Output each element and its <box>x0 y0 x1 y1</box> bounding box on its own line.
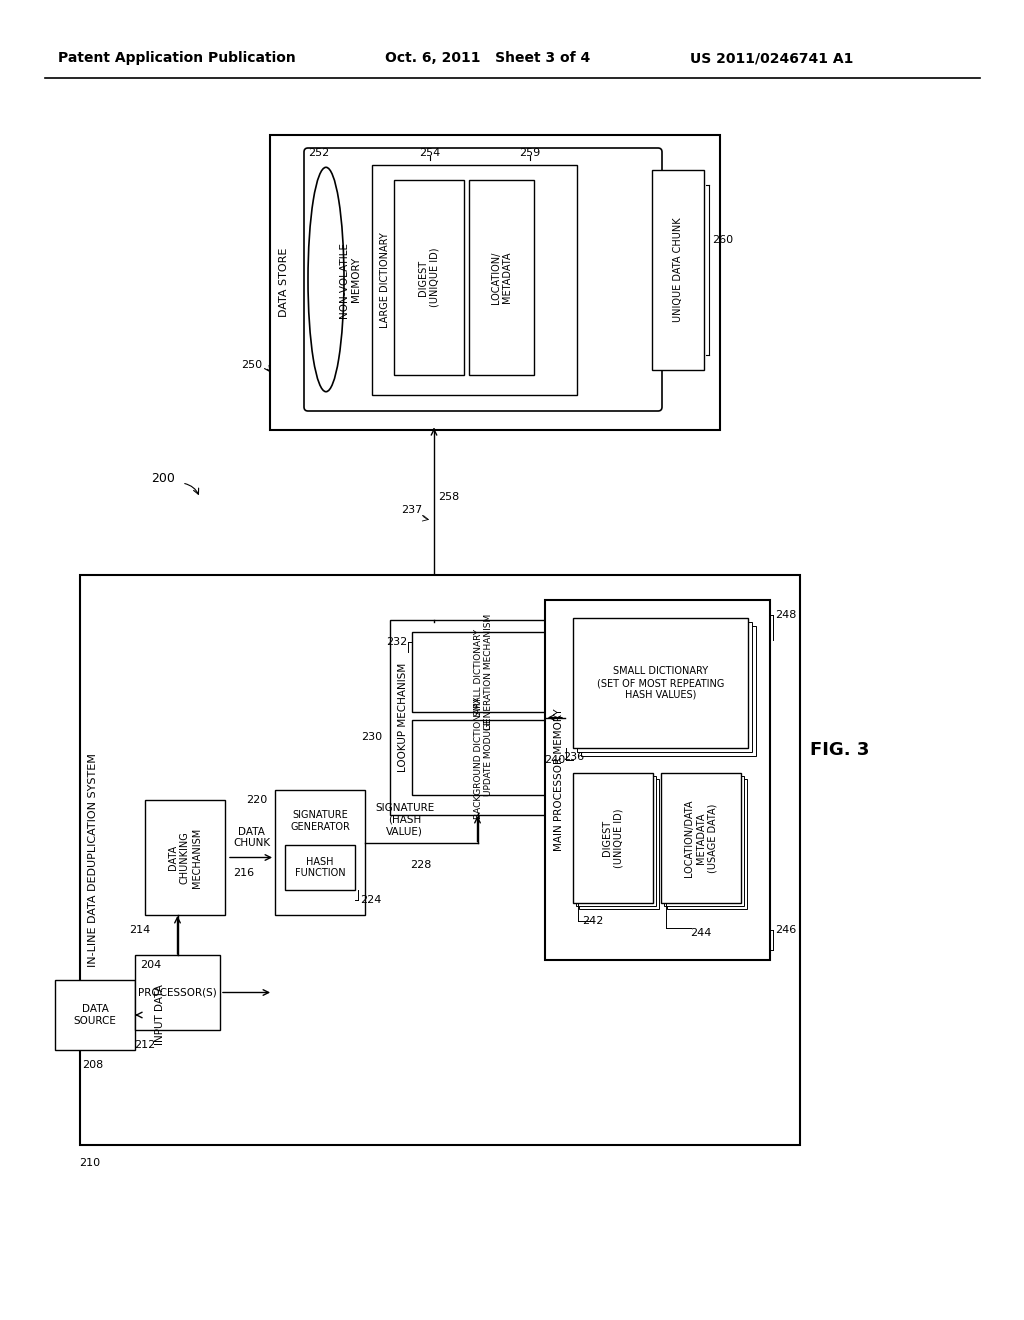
Text: PROCESSOR(S): PROCESSOR(S) <box>138 987 217 998</box>
Text: 252: 252 <box>308 148 330 158</box>
Text: US 2011/0246741 A1: US 2011/0246741 A1 <box>690 51 853 65</box>
Text: 220: 220 <box>246 795 267 805</box>
Bar <box>545 601 770 960</box>
Text: DATA
CHUNKING
MECHANISM: DATA CHUNKING MECHANISM <box>168 828 202 887</box>
Text: 248: 248 <box>775 610 797 620</box>
Bar <box>469 180 534 375</box>
Text: 254: 254 <box>420 148 440 158</box>
Text: 244: 244 <box>690 928 712 939</box>
Text: SMALL DICTIONARY
(SET OF MOST REPEATING
HASH VALUES): SMALL DICTIONARY (SET OF MOST REPEATING … <box>597 667 724 700</box>
Text: 246: 246 <box>775 925 797 935</box>
Bar <box>573 774 653 903</box>
Text: UNIQUE DATA CHUNK: UNIQUE DATA CHUNK <box>673 218 683 322</box>
Text: LOCATION/
METADATA: LOCATION/ METADATA <box>490 251 512 304</box>
Bar <box>667 779 746 909</box>
Bar <box>270 135 720 430</box>
Bar <box>145 800 225 915</box>
Bar <box>664 776 744 906</box>
Text: SIGNATURE
GENERATOR: SIGNATURE GENERATOR <box>290 810 350 832</box>
Text: 210: 210 <box>80 1158 100 1168</box>
Text: SMALL DICTIONARY
GENERATION MECHANISM: SMALL DICTIONARY GENERATION MECHANISM <box>474 614 494 730</box>
Text: 216: 216 <box>233 867 254 878</box>
Text: NON-VOLATILE
MEMORY: NON-VOLATILE MEMORY <box>339 242 360 318</box>
Text: 224: 224 <box>360 895 381 906</box>
Text: 237: 237 <box>400 506 422 515</box>
Text: INPUT DATA: INPUT DATA <box>155 985 165 1045</box>
Text: DIGEST
(UNIQUE ID): DIGEST (UNIQUE ID) <box>418 248 439 308</box>
Bar <box>577 622 752 752</box>
Text: 208: 208 <box>82 1060 103 1071</box>
Bar <box>579 779 659 909</box>
Text: 242: 242 <box>583 916 604 927</box>
Text: 212: 212 <box>134 1040 156 1049</box>
Bar <box>412 632 555 711</box>
Text: IN-LINE DATA DEDUPLICATION SYSTEM: IN-LINE DATA DEDUPLICATION SYSTEM <box>88 754 98 968</box>
Text: 214: 214 <box>129 925 151 935</box>
Text: Oct. 6, 2011   Sheet 3 of 4: Oct. 6, 2011 Sheet 3 of 4 <box>385 51 590 65</box>
Text: Patent Application Publication: Patent Application Publication <box>58 51 296 65</box>
Text: MAIN PROCESSOR MEMORY: MAIN PROCESSOR MEMORY <box>554 709 564 851</box>
Text: DATA STORE: DATA STORE <box>279 248 289 317</box>
Bar <box>575 776 656 906</box>
Bar <box>372 165 577 395</box>
Text: 230: 230 <box>360 733 382 742</box>
Bar <box>275 789 365 915</box>
Bar <box>285 845 355 890</box>
Text: 240: 240 <box>544 755 565 766</box>
Text: LOCATION/DATA
METADATA
(USAGE DATA): LOCATION/DATA METADATA (USAGE DATA) <box>684 799 718 876</box>
Bar <box>135 954 220 1030</box>
Text: 232: 232 <box>386 638 407 647</box>
Text: DATA
CHUNK: DATA CHUNK <box>233 826 270 849</box>
Text: 236: 236 <box>563 752 584 763</box>
Ellipse shape <box>308 168 344 392</box>
Text: 204: 204 <box>140 960 161 970</box>
Text: 228: 228 <box>410 861 431 870</box>
Bar <box>581 626 756 756</box>
Bar <box>80 576 800 1144</box>
Text: 258: 258 <box>438 492 459 502</box>
Bar <box>390 620 565 814</box>
Bar <box>573 618 748 748</box>
Bar <box>652 170 705 370</box>
Bar <box>412 719 555 795</box>
Text: BACKGROUND DICTIONARY
UPDATE MODULE: BACKGROUND DICTIONARY UPDATE MODULE <box>474 697 494 818</box>
Text: SIGNATURE
(HASH
VALUE): SIGNATURE (HASH VALUE) <box>375 804 434 837</box>
Bar <box>394 180 464 375</box>
Text: LARGE DICTIONARY: LARGE DICTIONARY <box>380 232 390 327</box>
Bar <box>55 979 135 1049</box>
Text: 259: 259 <box>519 148 541 158</box>
Text: 260: 260 <box>712 235 733 246</box>
Text: LOOKUP MECHANISM: LOOKUP MECHANISM <box>398 663 408 772</box>
Bar <box>662 774 741 903</box>
Text: DIGEST
(UNIQUE ID): DIGEST (UNIQUE ID) <box>602 808 624 867</box>
Text: 200: 200 <box>152 471 175 484</box>
Text: FIG. 3: FIG. 3 <box>810 741 869 759</box>
FancyBboxPatch shape <box>304 148 662 411</box>
Text: DATA
SOURCE: DATA SOURCE <box>74 1005 117 1026</box>
Text: HASH
FUNCTION: HASH FUNCTION <box>295 857 345 878</box>
Text: 250: 250 <box>241 360 262 370</box>
